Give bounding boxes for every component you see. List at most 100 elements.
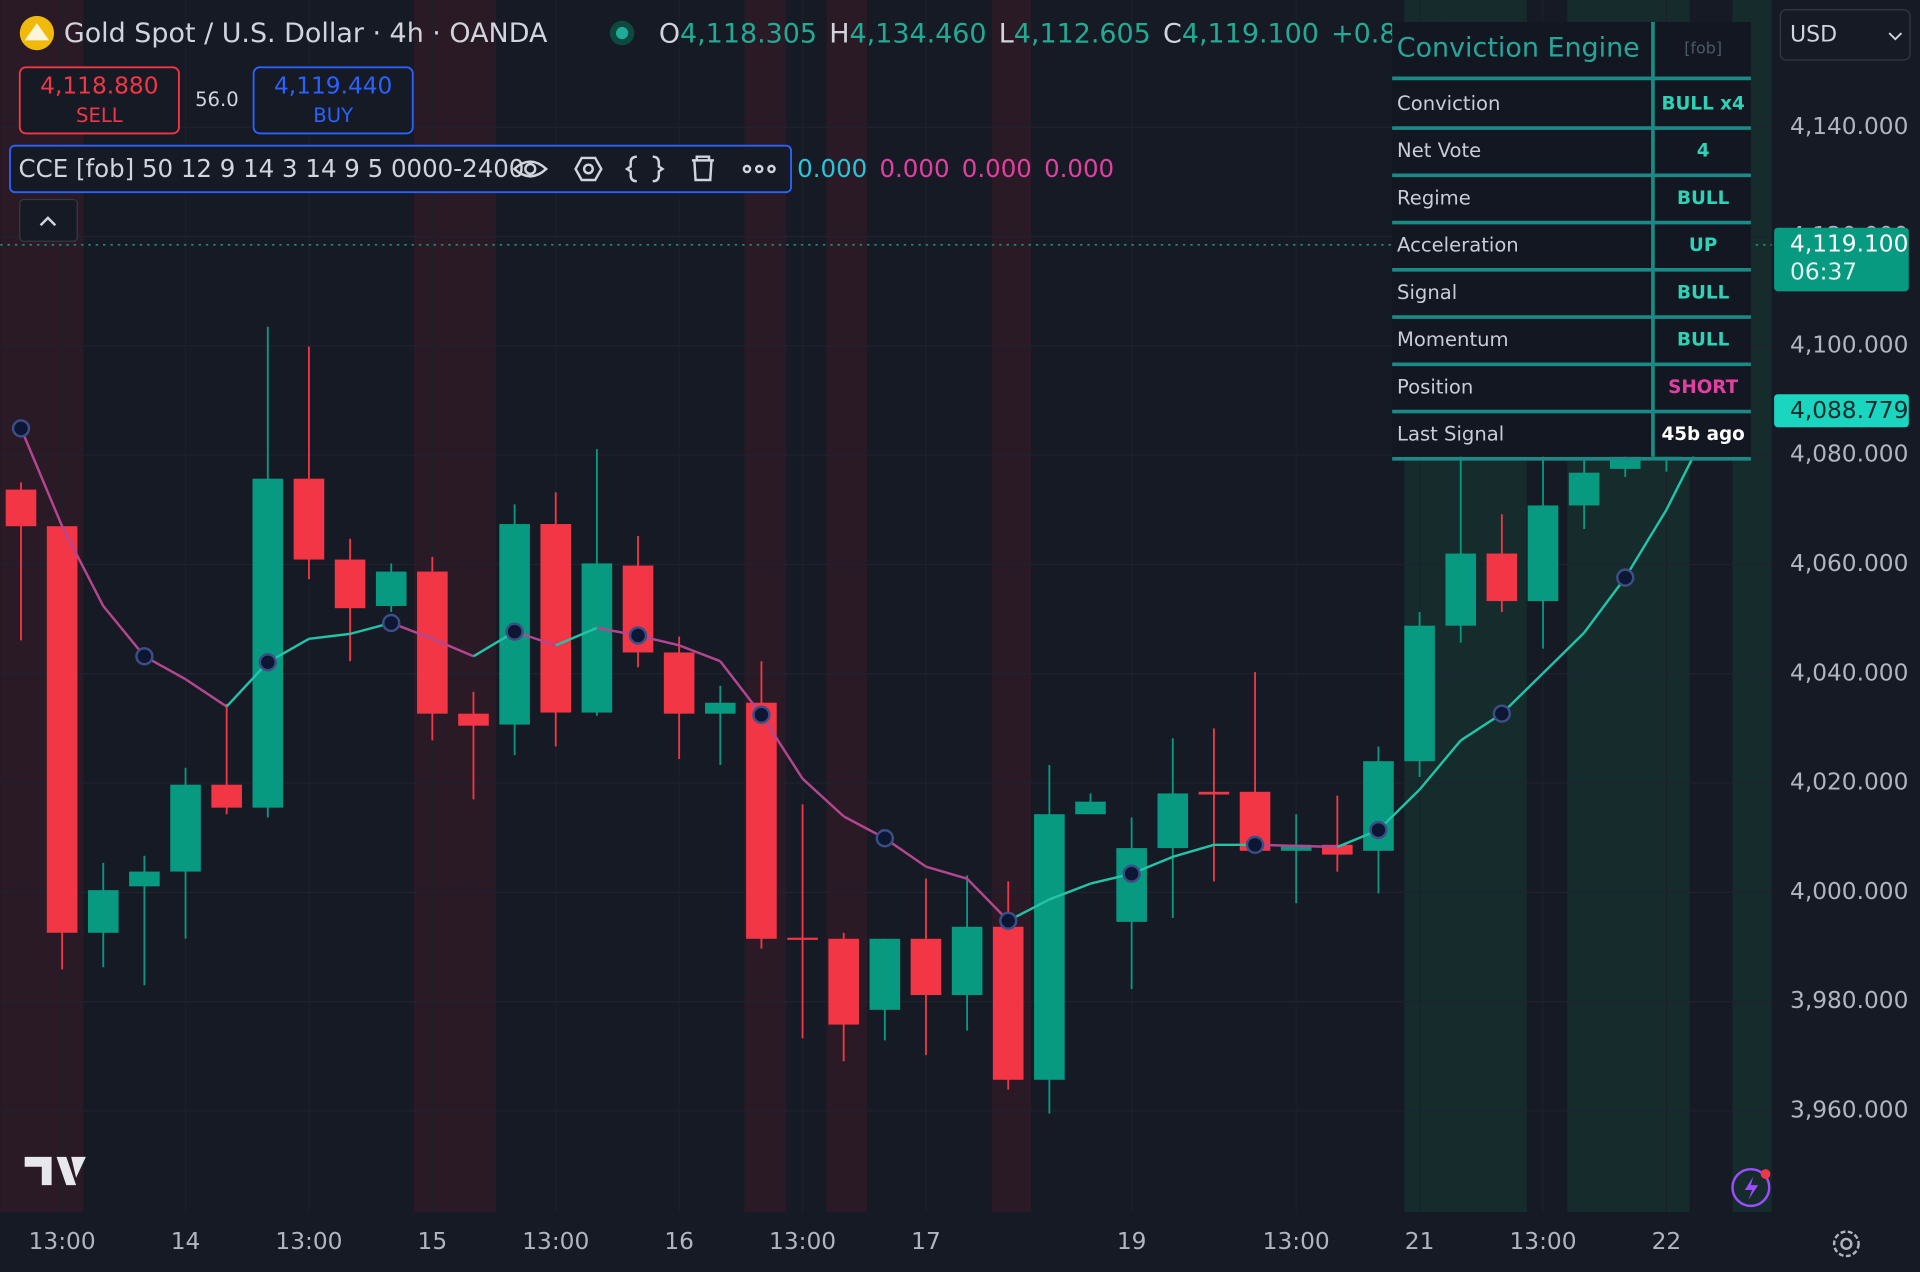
settings-icon[interactable] — [574, 156, 603, 182]
ohlc-value: 4,118.305 — [680, 18, 817, 49]
indicator-value: 0.000 — [797, 154, 867, 183]
x-tick-label: 19 — [1117, 1228, 1147, 1255]
plot — [5, 157, 1723, 1114]
candle-body — [458, 713, 489, 726]
currency-select[interactable] — [1779, 9, 1911, 61]
buy-label[interactable]: BUY — [313, 104, 353, 127]
tv-logo — [24, 1156, 86, 1186]
settings-gear-core[interactable] — [1840, 1237, 1853, 1250]
candle-body — [1280, 844, 1312, 851]
ma-marker — [628, 626, 648, 645]
table-key: Regime — [1397, 186, 1471, 209]
indicator-value: 0.000 — [1044, 154, 1114, 183]
x-tick-label: 22 — [1652, 1228, 1682, 1255]
candle-body — [951, 926, 983, 996]
x-tick-label: 13:00 — [275, 1228, 342, 1255]
collapse-button[interactable] — [19, 198, 78, 242]
x-tick-label: 13:00 — [1509, 1228, 1576, 1255]
table-value: UP — [1689, 235, 1717, 256]
sell-price[interactable]: 4,118.880 — [40, 72, 158, 99]
ohlc-value: 4,119.100 — [1182, 18, 1319, 49]
ma-line — [1418, 739, 1462, 791]
collapse-icon[interactable] — [39, 216, 57, 227]
ma-line — [19, 427, 64, 527]
alert-icon[interactable] — [1731, 1167, 1771, 1208]
y-tick-label: 4,020.000 — [1790, 769, 1908, 796]
more-dot[interactable] — [767, 164, 776, 174]
last-price-tag — [1774, 227, 1909, 292]
ohlc-key: H — [829, 18, 849, 49]
eye-pupil[interactable] — [524, 162, 537, 176]
ma-marker — [1369, 820, 1388, 840]
candle-body — [540, 524, 572, 713]
delete-icon[interactable] — [691, 155, 714, 182]
buy-box[interactable] — [252, 66, 414, 135]
x-tick-label: 13:00 — [522, 1228, 589, 1255]
table-tag: [fob] — [1684, 38, 1722, 57]
candle-body — [129, 871, 160, 887]
table-key: Acceleration — [1397, 234, 1519, 257]
table-key: Last Signal — [1397, 423, 1504, 446]
candle-body — [1527, 505, 1559, 602]
ma-marker — [11, 419, 31, 438]
x-tick-label: 15 — [418, 1228, 448, 1255]
ma-line — [61, 525, 105, 607]
candle-body — [910, 938, 942, 996]
ma-line — [225, 661, 269, 708]
ma-line — [1377, 788, 1421, 831]
candle-body — [252, 478, 284, 808]
ma-price: 4,088.779 — [1790, 397, 1908, 424]
ma-line — [966, 877, 1010, 922]
bear-band — [744, 0, 787, 1213]
x-tick-label: 21 — [1405, 1228, 1435, 1255]
ma-marker — [752, 705, 771, 724]
table-key: Signal — [1397, 281, 1457, 304]
ma-line — [1500, 672, 1544, 715]
ma-line — [925, 865, 968, 880]
last-price: 4,119.100 — [1790, 230, 1908, 257]
more-dot[interactable] — [742, 164, 752, 174]
candle-body — [1157, 793, 1189, 849]
spread: 56.0 — [195, 88, 239, 111]
y-tick-label: 4,040.000 — [1790, 659, 1908, 686]
ma-line — [801, 777, 845, 818]
ohlc-value: 4,112.605 — [1014, 18, 1151, 49]
settings-core[interactable] — [582, 163, 594, 175]
more-dot[interactable] — [754, 164, 764, 174]
sell-button[interactable]: 4,118.880 SELL — [18, 66, 180, 135]
candle-body — [828, 938, 859, 1025]
eye-icon[interactable] — [512, 160, 549, 178]
ohlc-key: C — [1163, 18, 1182, 49]
alert-bolt[interactable] — [1744, 1176, 1759, 1200]
sell-box[interactable] — [18, 66, 180, 135]
ma-line — [719, 660, 763, 716]
table-value: 45b ago — [1662, 424, 1745, 445]
buy-price[interactable]: 4,119.440 — [274, 72, 392, 99]
table-value: BULL — [1677, 330, 1730, 351]
x-tick-label: 14 — [171, 1228, 201, 1255]
ma-line — [1583, 576, 1627, 634]
table-value: BULL x4 — [1661, 93, 1744, 114]
candle-body — [1568, 472, 1600, 506]
ma-line — [1048, 882, 1091, 901]
sell-label[interactable]: SELL — [76, 104, 123, 127]
candle-body — [293, 478, 325, 560]
indicator-label[interactable]: CCE [fob] 50 12 9 14 3 14 9 5 0000-2400 — [19, 154, 525, 183]
settings-gear[interactable] — [1832, 1230, 1860, 1258]
ohlc-key: O — [659, 18, 680, 49]
candle-body — [334, 559, 366, 609]
candle-body — [375, 571, 407, 607]
source-icon[interactable] — [624, 155, 665, 183]
x-tick-label: 16 — [664, 1228, 694, 1255]
currency[interactable]: USD — [1790, 23, 1837, 48]
y-tick-label: 3,960.000 — [1790, 1096, 1908, 1123]
ma-line — [184, 678, 228, 708]
candle-body — [170, 784, 201, 872]
dropdown-icon[interactable] — [1888, 32, 1903, 41]
buy-button[interactable]: 4,119.440 BUY — [252, 66, 414, 135]
candle-body — [869, 938, 901, 1010]
table-key: Conviction — [1397, 92, 1500, 115]
y-tick-label: 3,980.000 — [1790, 987, 1908, 1014]
ma-line — [1296, 844, 1338, 849]
